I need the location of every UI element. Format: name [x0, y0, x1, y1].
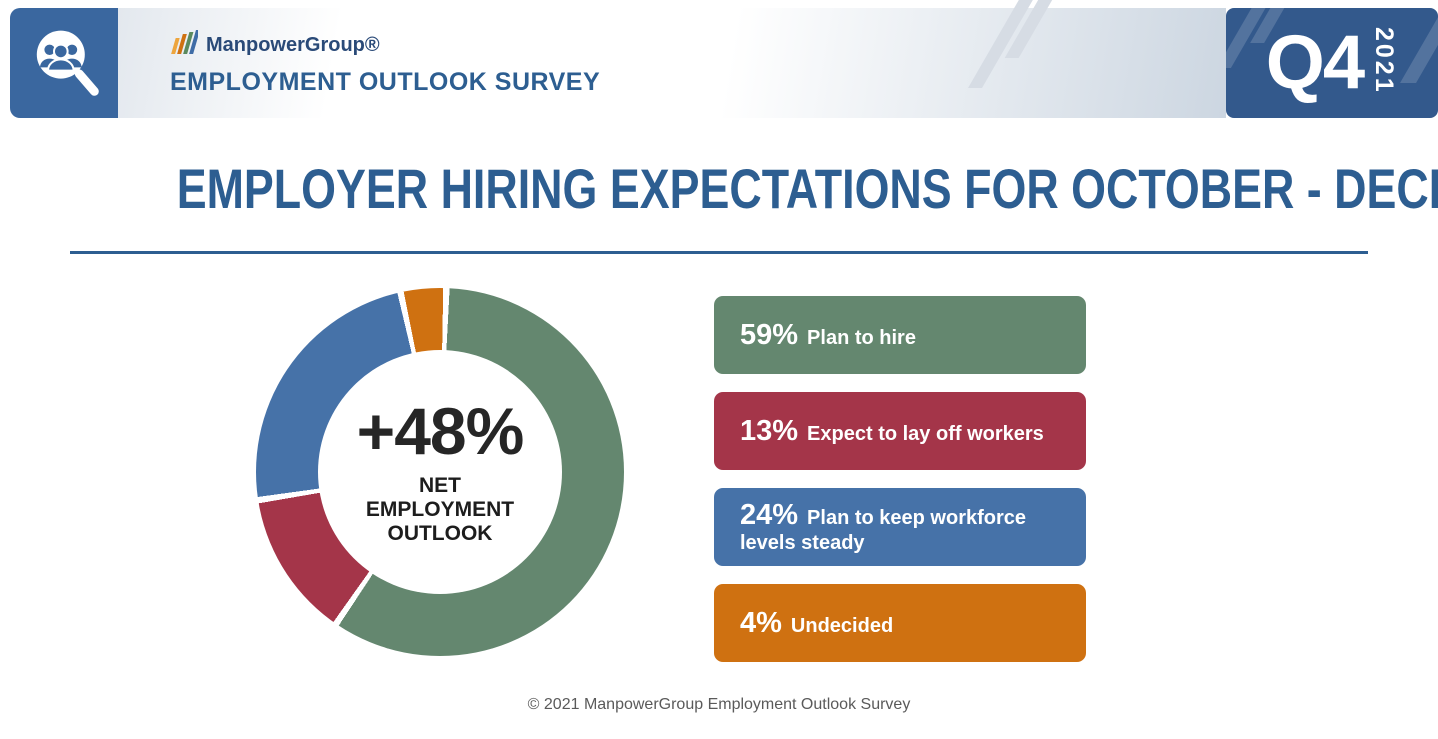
survey-title: EMPLOYMENT OUTLOOK SURVEY — [170, 67, 601, 96]
legend-label: Undecided — [790, 614, 894, 637]
header-band: ManpowerGroup® EMPLOYMENT OUTLOOK SURVEY — [118, 0, 1226, 118]
legend-pct: 24% — [740, 499, 799, 532]
legend-label: Plan to keep workforce levels steady — [740, 507, 1027, 554]
magnifier-people-icon — [24, 21, 104, 106]
donut-center: +48% NET EMPLOYMENT OUTLOOK — [318, 349, 562, 594]
logo-badge — [10, 8, 118, 118]
header: ManpowerGroup® EMPLOYMENT OUTLOOK SURVEY… — [10, 0, 1438, 118]
legend-text: 4% Undecided — [740, 607, 893, 639]
brand-row: ManpowerGroup® — [170, 29, 1226, 61]
legend-pct: 4% — [740, 606, 782, 639]
title-wrap: EMPLOYER HIRING EXPECTATIONS FOR OCTOBER… — [0, 157, 1438, 220]
quarter-label: Q4 — [1265, 20, 1365, 105]
legend-item-keep-steady: 24% Plan to keep workforce levels steady — [714, 487, 1086, 566]
legend-text: 59% Plan to hire — [740, 319, 916, 351]
legend-item-lay-off: 13% Expect to lay off workers — [714, 391, 1086, 470]
legend-pct: 13% — [740, 414, 799, 447]
donut-wrap: +48% NET EMPLOYMENT OUTLOOK — [256, 287, 624, 656]
legend-item-undecided: 4% Undecided — [714, 583, 1086, 662]
copyright-text: © 2021 ManpowerGroup Employment Outlook … — [527, 695, 911, 713]
brand-name: ManpowerGroup® — [206, 33, 380, 56]
net-outlook-value: +48% — [356, 393, 525, 468]
manpowergroup-bars-icon — [170, 29, 200, 61]
legend-text: 24% Plan to keep workforce levels steady — [740, 499, 1070, 554]
legend-pct: 59% — [740, 318, 799, 351]
title-underline — [70, 250, 1368, 254]
legend-label: Plan to hire — [807, 326, 916, 349]
page-title: EMPLOYER HIRING EXPECTATIONS FOR OCTOBER… — [176, 157, 1438, 220]
legend-label: Expect to lay off workers — [807, 422, 1044, 445]
legend-text: 13% Expect to lay off workers — [740, 415, 1044, 447]
net-outlook-label: NET EMPLOYMENT OUTLOOK — [365, 473, 515, 545]
content-row: +48% NET EMPLOYMENT OUTLOOK 59% Plan to h… — [0, 287, 1390, 662]
decor-stripe — [1400, 8, 1438, 83]
legend-item-plan-to-hire: 59% Plan to hire — [714, 295, 1086, 374]
legend: 59% Plan to hire 13% Expect to lay off wor… — [714, 295, 1086, 662]
year-label: 2021 — [1370, 27, 1399, 95]
quarter-badge: Q4 2021 — [1226, 8, 1438, 118]
